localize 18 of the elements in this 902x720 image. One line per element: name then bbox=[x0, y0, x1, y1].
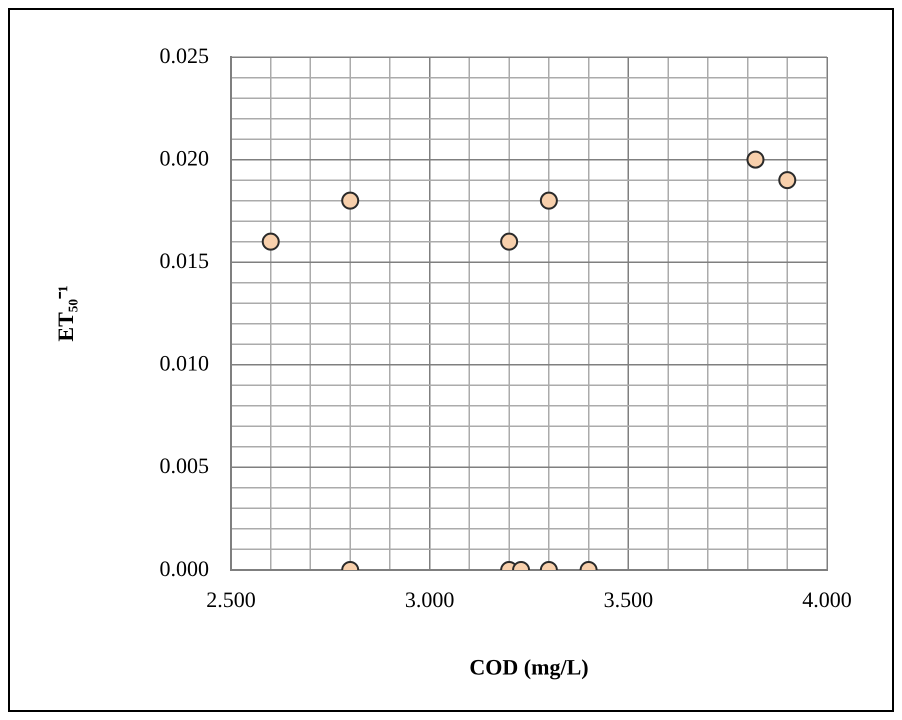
y-tick-label: 0.025 bbox=[160, 42, 209, 68]
point bbox=[262, 232, 280, 251]
x-tick-label: 3.000 bbox=[404, 586, 454, 612]
y-tick-label: 0.020 bbox=[160, 145, 209, 170]
x-tick-label: 2.500 bbox=[206, 586, 256, 612]
y-tick-label: 0.015 bbox=[160, 248, 209, 273]
x-tick-label: 4.000 bbox=[802, 586, 852, 612]
point bbox=[500, 232, 518, 251]
y-tick-label: 0.005 bbox=[160, 453, 209, 478]
y-axis-title: ET₅₀⁻¹ bbox=[52, 285, 78, 342]
point bbox=[540, 192, 558, 210]
point bbox=[341, 192, 360, 210]
x-tick-label: 3.500 bbox=[604, 586, 654, 612]
y-tick-label: 0.010 bbox=[160, 350, 209, 376]
point bbox=[778, 171, 796, 190]
point bbox=[746, 150, 764, 169]
y-tick-label: 0.000 bbox=[160, 556, 209, 581]
x-axis-title: COD (mg/L) bbox=[469, 654, 589, 680]
